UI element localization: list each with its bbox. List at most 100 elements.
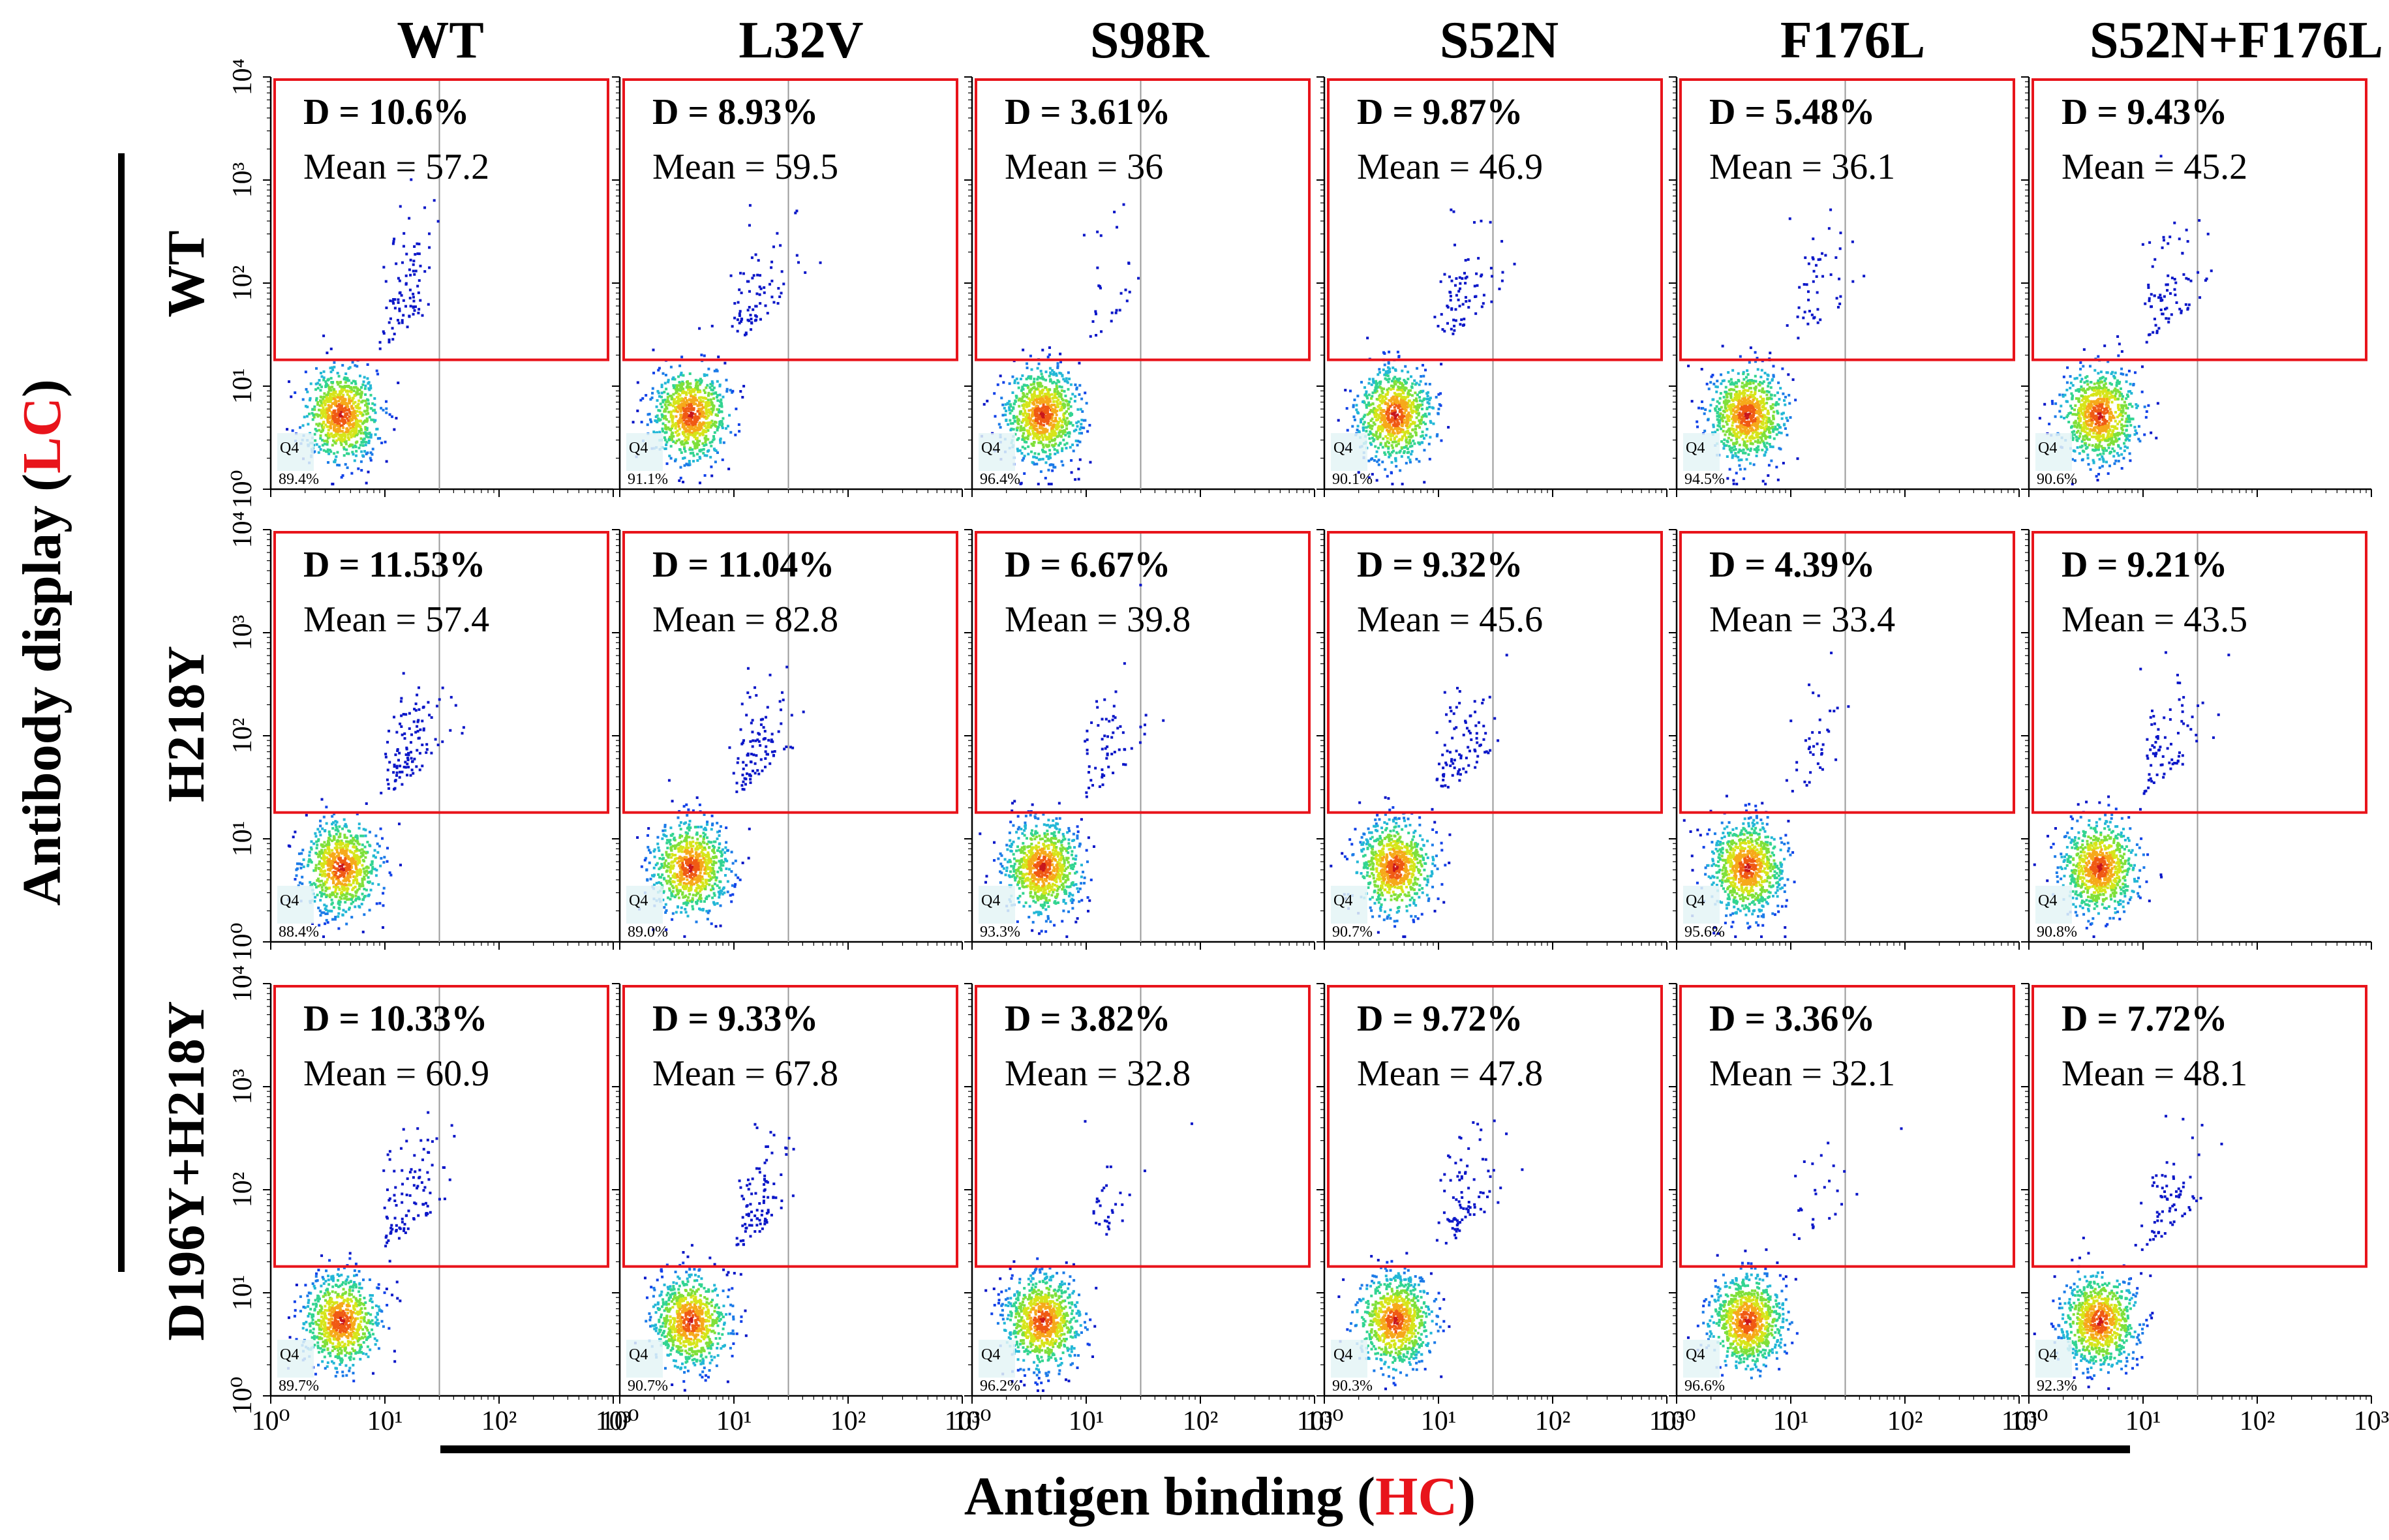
event-dot [1405,418,1408,421]
event-dot [1735,425,1739,429]
event-dot [328,393,331,396]
event-dot [1749,393,1752,397]
event-dot [1696,425,1699,429]
event-dot [341,364,344,367]
event-dot [797,261,800,264]
event-dot [327,429,330,432]
event-dot [1767,385,1770,388]
event-dot [1086,430,1089,433]
event-dot [746,309,750,312]
event-dot [1422,421,1425,424]
event-dot [794,211,797,215]
event-dot [1375,415,1378,418]
event-dot [1406,447,1409,451]
event-dot [1048,388,1051,391]
event-dot [335,439,338,442]
event-dot [304,404,307,408]
event-dot [337,383,340,386]
event-dot [682,425,685,429]
event-dot [1015,415,1018,419]
event-dot [1379,407,1382,410]
event-dot [342,385,346,389]
event-dot [1408,393,1411,396]
event-dot [665,443,668,446]
event-dot [1441,328,1444,331]
event-dot [1474,312,1478,315]
event-dot [333,361,336,364]
event-dot [1759,375,1763,378]
event-dot [685,392,688,395]
event-dot [705,421,708,425]
event-dot [1816,321,1819,324]
event-dot [679,413,682,416]
event-dot [1805,283,1808,286]
event-dot [1749,449,1752,452]
event-dot [350,399,353,402]
event-dot [662,400,665,404]
event-dot [2086,457,2090,460]
event-dot [1437,408,1440,411]
event-dot [1729,438,1733,442]
event-dot [1026,395,1029,399]
event-dot [1410,423,1413,426]
event-dot [326,450,329,453]
event-dot [690,403,693,406]
event-dot [1731,399,1734,402]
event-dot [1741,414,1744,417]
event-dot [669,403,673,406]
event-dot [1392,402,1395,405]
event-dot [1802,316,1805,320]
event-dot [649,398,652,401]
event-dot [708,410,712,414]
event-dot [322,401,326,404]
event-dot [352,429,355,432]
event-dot [361,444,365,447]
event-dot [1037,421,1040,425]
event-dot [1054,393,1057,396]
event-dot [348,430,351,434]
event-dot [333,365,336,369]
event-dot [1011,375,1014,378]
event-dot [1382,437,1385,440]
event-dot [395,417,398,420]
event-dot [680,385,684,389]
event-dot [666,392,669,395]
event-dot [343,440,346,444]
event-dot [1110,311,1114,314]
column-header: S52N+F176L [2090,12,2383,69]
event-dot [1078,428,1082,431]
event-dot [1459,287,1462,290]
event-dot [1039,408,1042,412]
event-dot [413,245,416,249]
event-dot [306,390,309,393]
event-dot [341,474,344,477]
event-dot [707,426,710,429]
event-dot [335,412,338,415]
event-dot [369,459,373,462]
event-dot [1440,363,1443,366]
event-dot [683,456,686,459]
event-dot [706,403,709,406]
event-dot [301,398,305,401]
event-dot [1745,445,1748,448]
event-dot [1394,459,1397,462]
event-dot [1455,294,1458,297]
event-dot [393,237,396,241]
event-dot [1752,410,1755,414]
event-dot [673,398,676,401]
event-dot [1751,431,1754,434]
event-dot [1045,438,1048,441]
event-dot [1767,417,1771,420]
event-dot [337,437,341,440]
event-dot [357,388,360,391]
event-dot [334,442,337,445]
event-dot [1420,435,1423,438]
event-dot [1050,438,1054,442]
event-dot [1744,428,1747,431]
event-dot [1015,395,1018,399]
event-dot [314,382,318,385]
event-dot [353,459,356,462]
event-dot [736,329,739,333]
event-dot [1756,416,1759,419]
event-dot [684,442,687,445]
